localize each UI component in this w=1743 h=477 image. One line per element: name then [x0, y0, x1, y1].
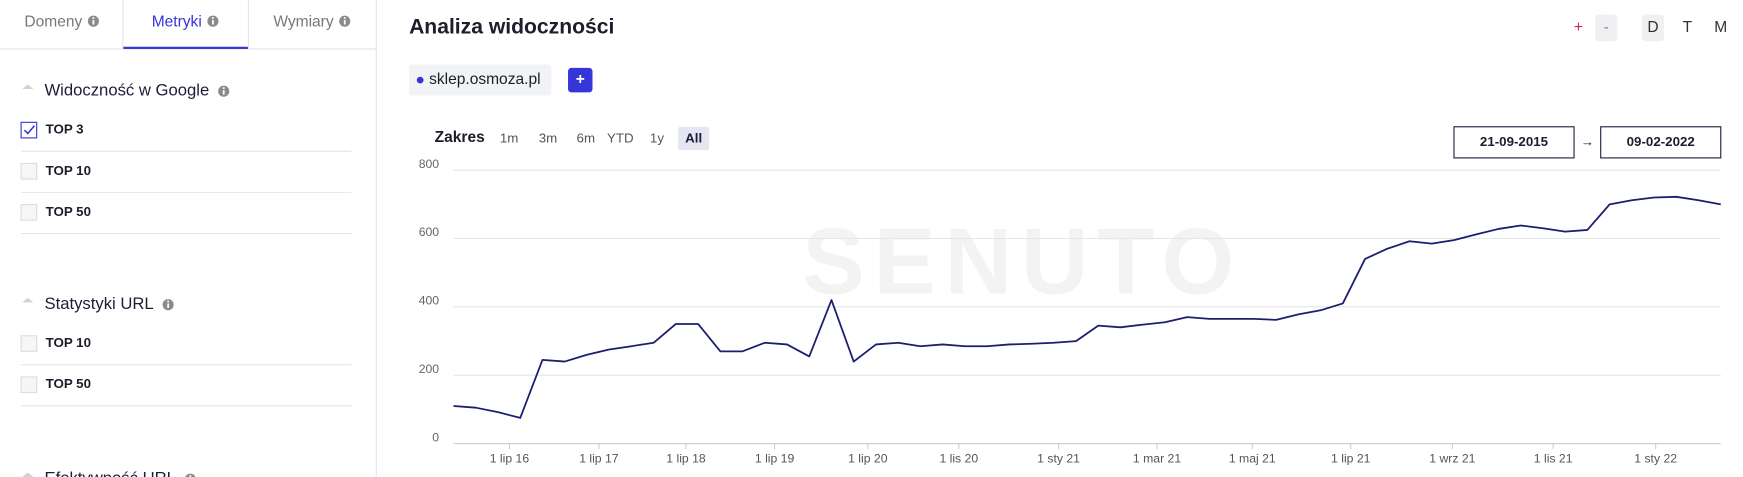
date-from-box[interactable]: [1453, 126, 1575, 159]
range-button[interactable]: 3m: [539, 131, 558, 146]
checkbox[interactable]: [20, 121, 38, 139]
x-tick-label: 1 wrz 21: [1429, 451, 1475, 465]
domain-dot: [416, 76, 424, 84]
date-arrow: →: [1581, 134, 1594, 149]
zoom-label[interactable]: +: [1574, 19, 1583, 36]
range-button[interactable]: 1m: [500, 131, 519, 146]
checkbox[interactable]: [20, 335, 38, 352]
info-icon-dot: [343, 17, 346, 19]
watermark: SENUTO: [802, 209, 1243, 314]
y-tick-label: 800: [419, 157, 440, 171]
metric-label[interactable]: TOP 3: [46, 122, 84, 137]
collapse-icon[interactable]: [22, 297, 34, 303]
range-button[interactable]: All: [685, 131, 702, 146]
period-label[interactable]: M: [1714, 19, 1727, 36]
info-icon-mark: [222, 90, 225, 95]
series-line: [453, 195, 1721, 419]
checkbox[interactable]: [20, 162, 38, 180]
checkmark: [23, 125, 36, 135]
period-button[interactable]: [1641, 14, 1665, 42]
period-label[interactable]: D: [1647, 19, 1658, 36]
domain-chip[interactable]: [409, 64, 552, 96]
add-domain-label[interactable]: +: [576, 71, 585, 88]
checkbox[interactable]: [20, 204, 38, 221]
checkbox[interactable]: [20, 376, 38, 394]
domain-label[interactable]: sklep.osmoza.pl: [429, 71, 540, 88]
info-icon-mark: [343, 20, 346, 25]
tab-active-underline: [123, 46, 248, 49]
section-title: Widoczność w Google: [44, 81, 209, 100]
x-tick-label: 1 sty 22: [1634, 451, 1677, 465]
x-tick-label: 1 lip 21: [1331, 451, 1371, 465]
x-tick-label: 1 sty 21: [1037, 451, 1080, 465]
period-label[interactable]: T: [1683, 19, 1693, 36]
metric-label[interactable]: TOP 10: [46, 335, 91, 350]
y-tick-label: 600: [419, 225, 440, 239]
x-tick-label: 1 lip 18: [666, 451, 706, 465]
range-button[interactable]: 1y: [650, 131, 664, 146]
metric-label[interactable]: TOP 10: [46, 163, 91, 178]
x-tick-label: 1 maj 21: [1229, 451, 1276, 465]
y-tick-label: 0: [432, 430, 439, 444]
info-icon-dot: [167, 300, 170, 303]
x-tick-label: 1 lip 20: [848, 451, 888, 465]
tab-label[interactable]: Metryki: [152, 13, 202, 30]
range-button-active[interactable]: [678, 126, 710, 151]
add-domain-button[interactable]: [568, 67, 593, 93]
x-tick-label: 1 mar 21: [1133, 451, 1181, 465]
section-title: Statystyki URL: [44, 294, 153, 313]
x-tick-label: 1 lip 16: [490, 451, 530, 465]
info-icon-dot: [222, 87, 225, 89]
x-tick-label: 1 lis 21: [1534, 451, 1573, 465]
info-icon-dot: [212, 17, 214, 19]
zoom-label[interactable]: -: [1604, 19, 1609, 36]
collapse-icon[interactable]: [22, 472, 34, 477]
x-tick-label: 1 lip 17: [579, 451, 619, 465]
info-icon-mark: [92, 20, 95, 25]
range-label: Zakres: [435, 129, 485, 146]
date-to[interactable]: 09-02-2022: [1627, 134, 1695, 149]
date-to-box[interactable]: [1600, 126, 1722, 159]
tab-label[interactable]: Wymiary: [273, 13, 334, 30]
zoom-button[interactable]: [1595, 14, 1618, 42]
info-icon-mark: [167, 303, 170, 308]
info-icon-dot: [92, 17, 95, 19]
page-title: Analiza widoczności: [409, 15, 614, 38]
metric-label[interactable]: TOP 50: [46, 204, 91, 219]
tab-label[interactable]: Domeny: [24, 13, 82, 30]
section-title: Efektywność URL: [44, 469, 175, 477]
metric-label[interactable]: TOP 50: [46, 376, 91, 391]
info-icon-dot: [189, 475, 192, 477]
range-button[interactable]: YTD: [607, 131, 634, 146]
range-button[interactable]: 6m: [577, 131, 596, 146]
info-icon-mark: [212, 20, 214, 25]
x-tick-label: 1 lis 20: [939, 451, 978, 465]
collapse-icon[interactable]: [22, 84, 34, 89]
date-from[interactable]: 21-09-2015: [1480, 134, 1549, 149]
x-tick-label: 1 lip 19: [755, 451, 795, 465]
y-tick-label: 400: [419, 294, 440, 308]
y-tick-label: 200: [419, 362, 440, 376]
